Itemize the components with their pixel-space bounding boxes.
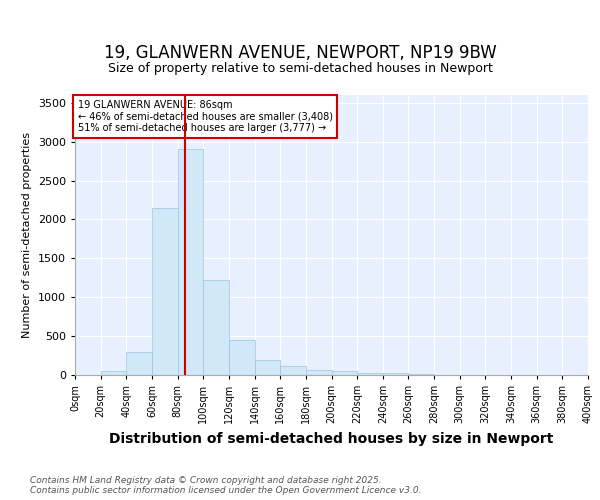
- X-axis label: Distribution of semi-detached houses by size in Newport: Distribution of semi-detached houses by …: [109, 432, 554, 446]
- Bar: [178, 150, 203, 375]
- Text: 19, GLANWERN AVENUE, NEWPORT, NP19 9BW: 19, GLANWERN AVENUE, NEWPORT, NP19 9BW: [104, 44, 496, 62]
- Bar: [229, 340, 254, 375]
- Text: Size of property relative to semi-detached houses in Newport: Size of property relative to semi-detach…: [107, 62, 493, 75]
- Bar: [152, 208, 178, 375]
- Bar: [127, 352, 152, 375]
- Bar: [306, 370, 331, 375]
- Y-axis label: Number of semi-detached properties: Number of semi-detached properties: [22, 132, 32, 338]
- Text: Contains HM Land Registry data © Crown copyright and database right 2025.
Contai: Contains HM Land Registry data © Crown c…: [30, 476, 421, 495]
- Bar: [331, 371, 357, 375]
- Bar: [203, 280, 229, 375]
- Text: 19 GLANWERN AVENUE: 86sqm
← 46% of semi-detached houses are smaller (3,408)
51% : 19 GLANWERN AVENUE: 86sqm ← 46% of semi-…: [77, 100, 332, 133]
- Bar: [357, 372, 383, 375]
- Bar: [280, 366, 306, 375]
- Bar: [254, 360, 280, 375]
- Bar: [101, 371, 127, 375]
- Bar: [409, 374, 434, 375]
- Bar: [383, 374, 409, 375]
